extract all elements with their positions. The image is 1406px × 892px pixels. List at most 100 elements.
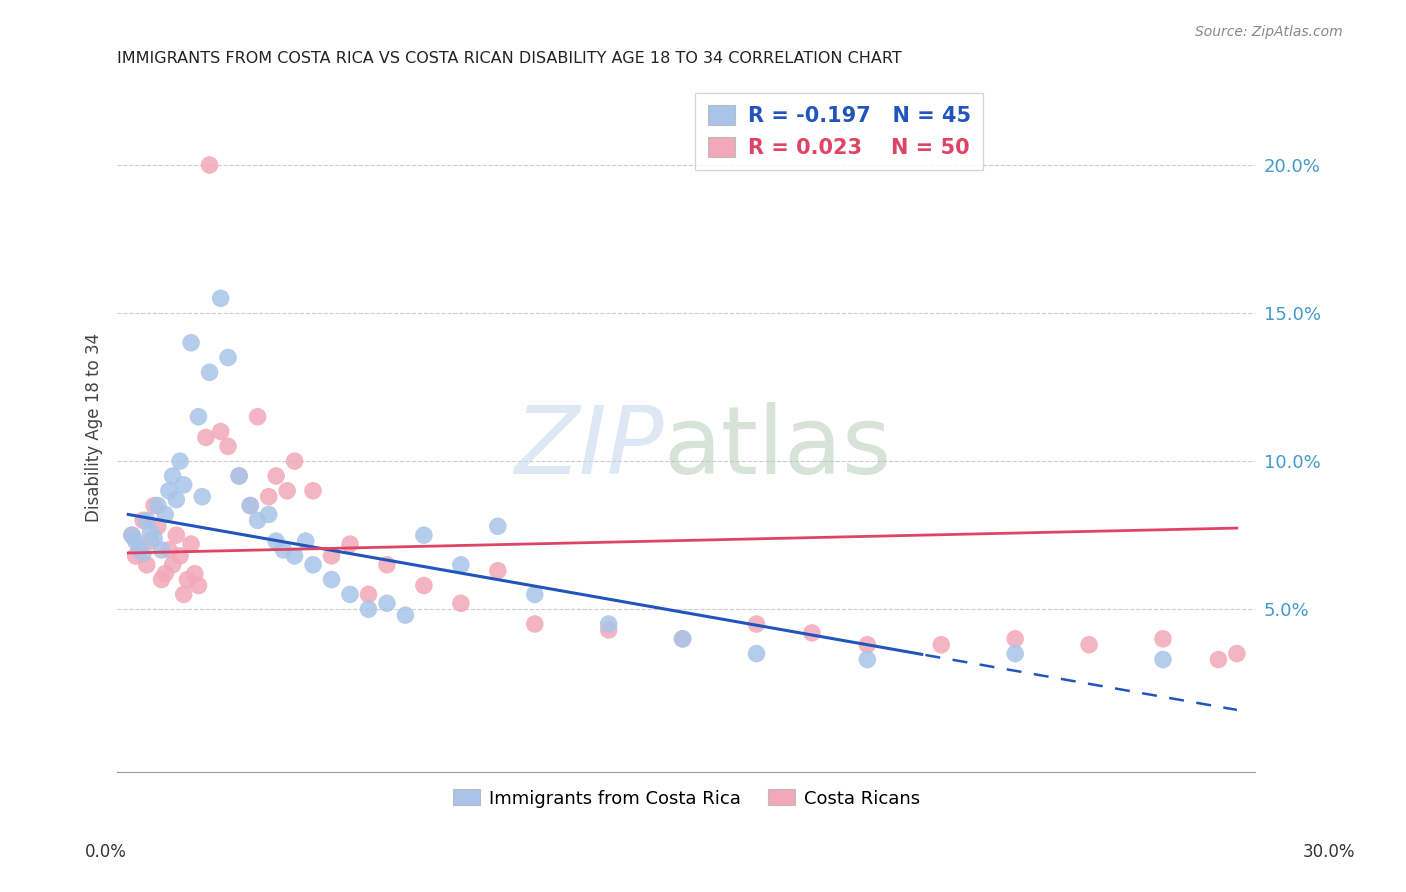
Point [929,638,952,652]
Point [321,573,343,587]
Point [121,528,143,542]
Point [198,158,221,172]
Point [375,596,398,610]
Point [132,546,155,560]
Point [157,483,180,498]
Point [169,549,191,563]
Point [294,534,316,549]
Point [239,499,262,513]
Point [169,454,191,468]
Point [1226,647,1249,661]
Point [228,469,250,483]
Legend: Immigrants from Costa Rica, Costa Ricans: Immigrants from Costa Rica, Costa Ricans [446,782,927,814]
Point [157,543,180,558]
Point [135,513,157,527]
Point [856,638,879,652]
Point [284,549,307,563]
Point [412,528,434,542]
Point [284,454,307,468]
Point [302,558,325,572]
Point [394,608,416,623]
Point [246,409,269,424]
Point [1152,632,1174,646]
Point [187,409,209,424]
Point [209,425,232,439]
Point [523,617,546,632]
Point [1078,638,1101,652]
Point [143,531,166,545]
Point [321,549,343,563]
Point [124,534,146,549]
Point [264,469,287,483]
Text: atlas: atlas [664,401,891,494]
Text: 30.0%: 30.0% [1302,843,1355,861]
Point [155,508,177,522]
Point [209,291,232,305]
Point [162,469,184,483]
Point [1208,652,1230,666]
Point [257,508,280,522]
Point [450,558,472,572]
Point [132,513,155,527]
Point [155,566,177,581]
Point [146,519,169,533]
Point [128,543,150,558]
Point [191,490,214,504]
Point [598,623,620,637]
Point [165,492,187,507]
Point [143,499,166,513]
Point [357,602,380,616]
Point [523,587,546,601]
Point [150,573,173,587]
Point [135,558,157,572]
Text: ZIP: ZIP [513,402,664,493]
Point [339,537,361,551]
Point [146,499,169,513]
Text: IMMIGRANTS FROM COSTA RICA VS COSTA RICAN DISABILITY AGE 18 TO 34 CORRELATION CH: IMMIGRANTS FROM COSTA RICA VS COSTA RICA… [117,51,901,66]
Point [357,587,380,601]
Point [184,566,207,581]
Point [800,626,823,640]
Point [264,534,287,549]
Point [165,528,187,542]
Point [598,617,620,632]
Point [671,632,693,646]
Point [173,478,195,492]
Point [194,430,217,444]
Point [180,335,202,350]
Point [128,540,150,554]
Point [257,490,280,504]
Point [745,647,768,661]
Point [198,365,221,379]
Point [139,525,162,540]
Point [187,578,209,592]
Point [450,596,472,610]
Point [217,439,239,453]
Point [339,587,361,601]
Point [150,543,173,558]
Point [671,632,693,646]
Y-axis label: Disability Age 18 to 34: Disability Age 18 to 34 [86,333,103,522]
Text: 0.0%: 0.0% [84,843,127,861]
Point [486,564,509,578]
Text: Source: ZipAtlas.com: Source: ZipAtlas.com [1195,25,1343,39]
Point [486,519,509,533]
Point [217,351,239,365]
Point [139,534,162,549]
Point [302,483,325,498]
Point [1152,652,1174,666]
Point [173,587,195,601]
Point [162,558,184,572]
Point [124,549,146,563]
Point [180,537,202,551]
Point [246,513,269,527]
Point [176,573,198,587]
Point [412,578,434,592]
Point [228,469,250,483]
Point [276,483,298,498]
Point [121,528,143,542]
Point [745,617,768,632]
Point [1004,632,1026,646]
Point [375,558,398,572]
Point [239,499,262,513]
